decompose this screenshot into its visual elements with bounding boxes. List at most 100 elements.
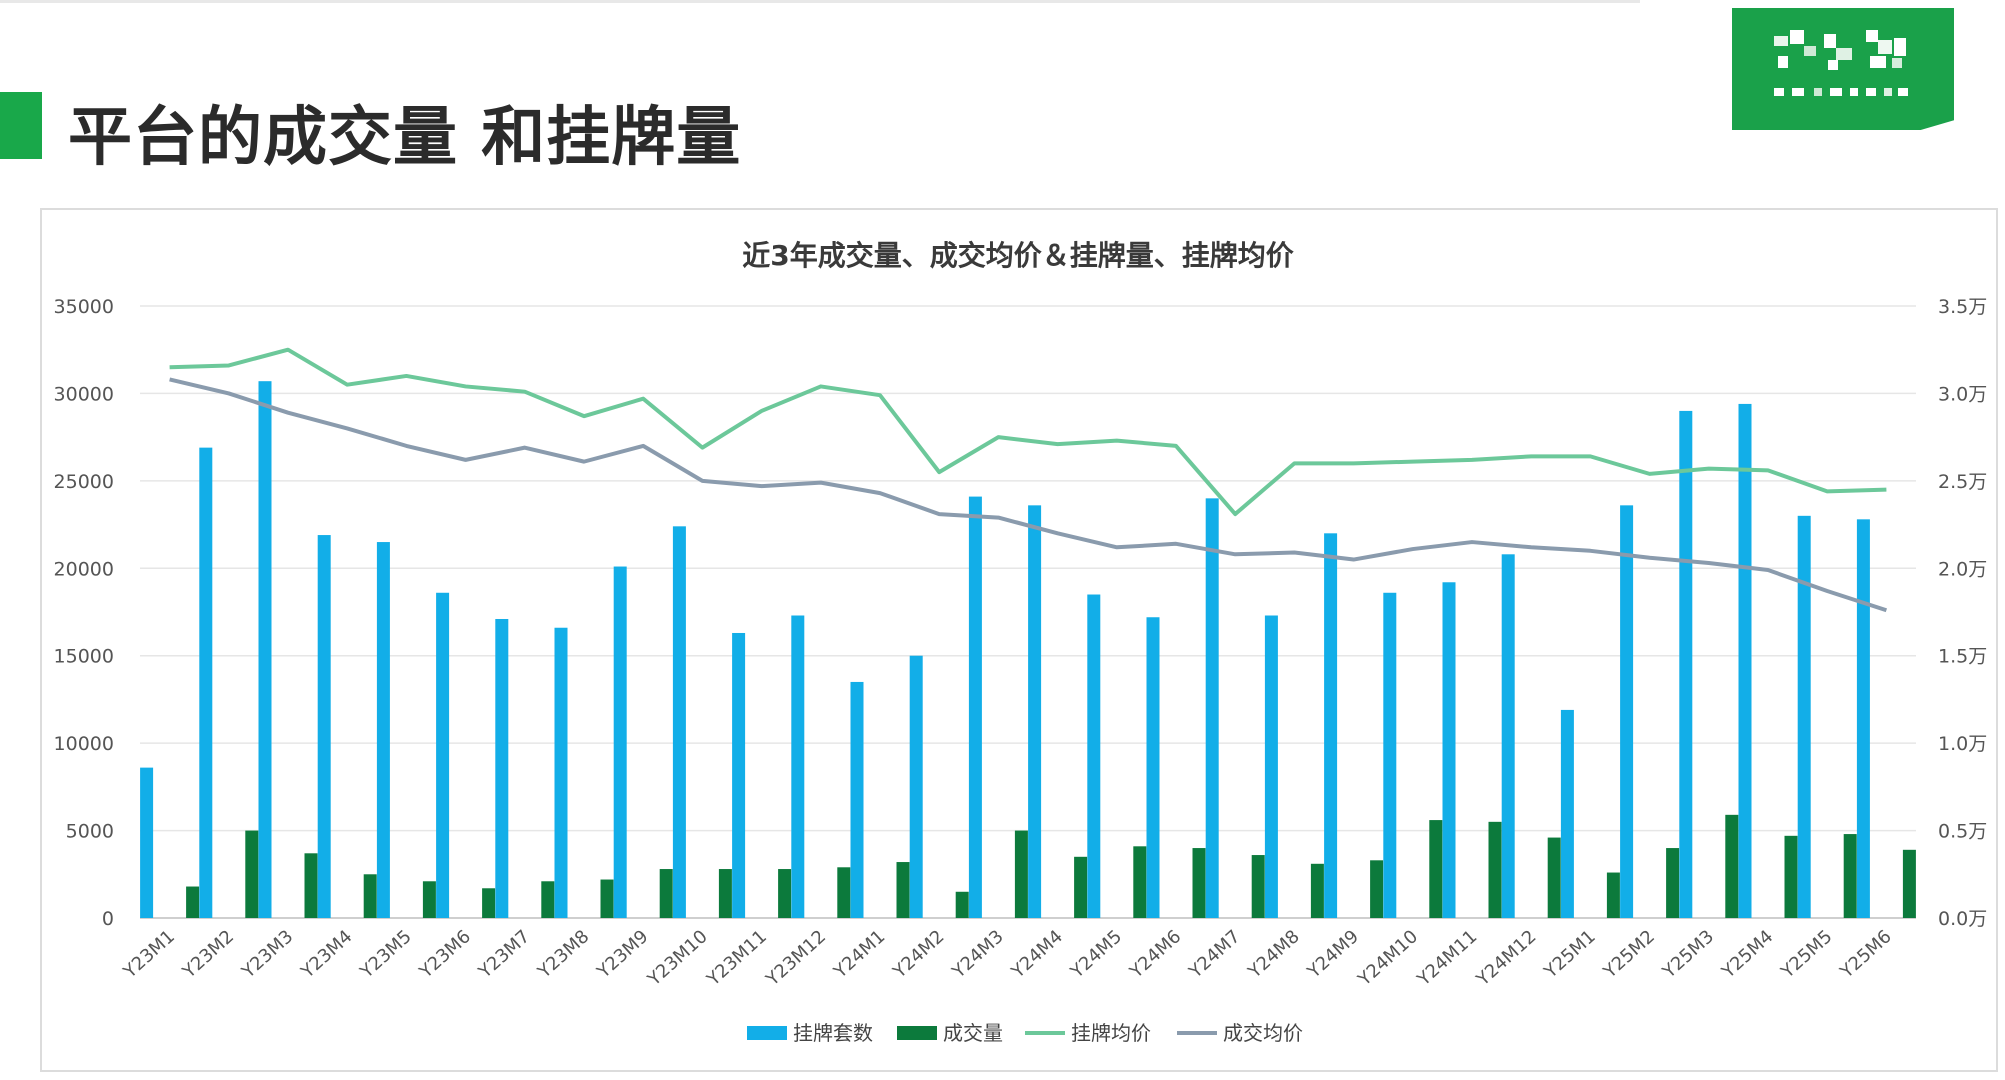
right-axis-tick-label: 2.5万 xyxy=(1938,471,1987,493)
legend-label: 挂牌套数 xyxy=(793,1021,873,1045)
left-axis-tick-label: 15000 xyxy=(54,646,114,668)
bar-transactions xyxy=(1192,848,1206,918)
x-axis-tick-label: Y23M10 xyxy=(643,926,712,991)
bar-transactions xyxy=(482,888,496,918)
bar-listings xyxy=(258,381,272,918)
x-axis-tick-label: Y25M4 xyxy=(1717,926,1777,983)
bar-listings xyxy=(1087,594,1101,918)
bar-listings xyxy=(850,681,864,918)
x-axis-tick-label: Y24M1 xyxy=(829,926,889,983)
x-axis-tick-label: Y23M7 xyxy=(474,926,534,983)
x-axis-tick-label: Y23M4 xyxy=(297,926,357,983)
right-axis-tick-label: 2.0万 xyxy=(1938,558,1987,580)
legend-label: 挂牌均价 xyxy=(1071,1021,1151,1045)
x-axis-tick-label: Y23M8 xyxy=(533,926,593,983)
chart-title: 近3年成交量、成交均价＆挂牌量、挂牌均价 xyxy=(742,239,1294,272)
bar-listings xyxy=(672,526,686,918)
bar-transactions xyxy=(1370,860,1384,918)
bar-listings xyxy=(1264,615,1278,918)
x-axis-tick-label: Y24M11 xyxy=(1413,926,1482,991)
bar-series xyxy=(140,381,1916,918)
logo-mosaic-icon xyxy=(1774,30,1908,96)
bar-listings xyxy=(1738,403,1752,918)
x-axis-tick-label: Y24M5 xyxy=(1066,926,1126,983)
bar-listings xyxy=(968,496,982,918)
left-axis-tick-label: 25000 xyxy=(54,471,114,493)
bar-transactions xyxy=(541,881,555,918)
combo-chart: 近3年成交量、成交均价＆挂牌量、挂牌均价 0 5000 10000 15000 2000… xyxy=(54,239,1988,1045)
bar-transactions xyxy=(1310,863,1324,918)
x-axis-tick-label: Y24M7 xyxy=(1185,926,1245,983)
bar-listings xyxy=(1442,582,1456,918)
page-title: 平台的成交量 和挂牌量 xyxy=(68,101,742,175)
legend-label: 成交均价 xyxy=(1223,1021,1303,1045)
bar-listings xyxy=(317,535,331,918)
right-axis-tick-label: 3.5万 xyxy=(1938,296,1987,318)
company-logo xyxy=(1732,8,1954,130)
x-axis-tick-label: Y24M6 xyxy=(1125,926,1185,983)
bar-listings xyxy=(1797,515,1811,918)
bar-transactions xyxy=(955,891,969,918)
x-axis-tick-label: Y23M12 xyxy=(762,926,831,991)
bar-transactions xyxy=(363,874,377,918)
x-axis-tick-label: Y24M12 xyxy=(1472,926,1541,991)
left-axis-tick-label: 0 xyxy=(102,908,114,930)
x-axis-tick-label: Y25M3 xyxy=(1658,926,1718,983)
x-axis-tick-label: Y23M11 xyxy=(702,926,771,991)
bar-listings xyxy=(436,592,450,918)
bar-listings xyxy=(1679,410,1693,918)
bar-transactions xyxy=(600,879,614,918)
x-axis-tick-label: Y25M6 xyxy=(1836,926,1896,983)
bar-transactions xyxy=(245,830,259,918)
bar-transactions xyxy=(422,881,436,918)
top-divider xyxy=(0,0,1640,3)
bar-transactions xyxy=(1666,848,1680,918)
left-axis-tick-label: 30000 xyxy=(54,383,114,405)
bar-transactions xyxy=(1784,835,1798,918)
right-axis-tick-label: 1.0万 xyxy=(1938,733,1987,755)
bar-transactions xyxy=(778,869,792,918)
left-axis-tick-label: 20000 xyxy=(54,558,114,580)
bar-listings xyxy=(732,632,746,918)
bar-listings xyxy=(791,615,805,918)
legend-swatch xyxy=(897,1026,937,1040)
bar-transactions xyxy=(837,867,851,918)
x-axis-tick-label: Y24M3 xyxy=(948,926,1008,983)
x-axis-tick-label: Y25M1 xyxy=(1540,926,1600,983)
x-axis-tick-label: Y24M4 xyxy=(1007,926,1067,983)
bar-transactions xyxy=(1606,872,1620,918)
legend-swatch xyxy=(747,1026,787,1040)
line-deal-avg-price xyxy=(169,377,1888,613)
right-axis-tick-label: 0.0万 xyxy=(1938,908,1987,930)
right-axis-tick-label: 1.5万 xyxy=(1938,646,1987,668)
bar-listings xyxy=(909,655,923,918)
right-axis-ticks: 0.0万 0.5万 1.0万 1.5万 2.0万 2.5万 3.0万 3.5万 xyxy=(1938,296,1987,930)
bar-transactions xyxy=(1488,821,1502,918)
bar-transactions xyxy=(1725,814,1739,918)
chart-panel: 近3年成交量、成交均价＆挂牌量、挂牌均价 0 5000 10000 15000 2000… xyxy=(40,208,1998,1072)
legend-label: 成交量 xyxy=(943,1021,1003,1045)
x-axis-tick-label: Y23M3 xyxy=(237,926,297,983)
x-axis-tick-label: Y24M10 xyxy=(1354,926,1423,991)
x-axis-tick-label: Y23M6 xyxy=(415,926,475,983)
bar-transactions xyxy=(1251,855,1265,918)
line-listing-avg-price xyxy=(169,347,1887,517)
x-axis-tick-label: Y24M8 xyxy=(1244,926,1304,983)
x-axis-tick-label: Y25M5 xyxy=(1777,926,1837,983)
bar-transactions xyxy=(304,853,318,918)
bar-listings xyxy=(1856,519,1870,918)
bar-listings xyxy=(376,542,390,918)
x-axis-tick-label: Y25M2 xyxy=(1599,926,1659,983)
bar-listings xyxy=(199,447,213,918)
bar-listings xyxy=(1620,505,1634,918)
title-accent-bar xyxy=(0,92,42,159)
bar-listings xyxy=(140,767,154,918)
bar-transactions xyxy=(896,862,910,918)
x-axis-tick-label: Y23M2 xyxy=(178,926,238,983)
bar-listings xyxy=(1146,617,1160,918)
bar-listings xyxy=(1324,533,1338,918)
line-series xyxy=(169,347,1888,613)
bar-transactions xyxy=(1547,837,1561,918)
bar-transactions xyxy=(659,869,673,918)
bar-listings xyxy=(1383,592,1397,918)
